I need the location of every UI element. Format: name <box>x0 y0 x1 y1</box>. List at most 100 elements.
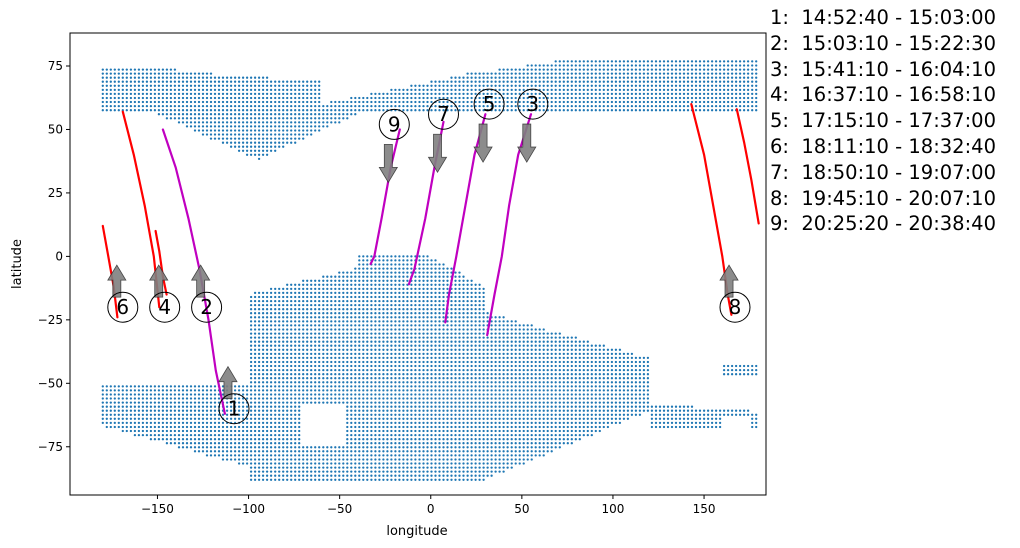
coverage-dot <box>490 401 493 404</box>
coverage-dot <box>177 413 181 416</box>
coverage-dot <box>314 303 317 307</box>
coverage-dot <box>249 84 253 87</box>
coverage-dot <box>221 84 225 87</box>
coverage-dot <box>257 308 261 311</box>
coverage-dot <box>422 328 425 331</box>
coverage-dot <box>253 153 257 156</box>
coverage-dot <box>145 80 149 83</box>
coverage-dot <box>290 393 293 396</box>
coverage-dot <box>249 385 253 388</box>
coverage-dot <box>506 425 509 429</box>
coverage-dot <box>109 72 112 75</box>
coverage-dot <box>189 72 193 75</box>
coverage-dot <box>438 401 441 404</box>
coverage-dot <box>386 100 389 104</box>
coverage-dot <box>346 332 349 335</box>
coverage-dot <box>330 454 333 457</box>
coverage-dot <box>165 413 169 416</box>
coverage-dot <box>253 332 257 335</box>
coverage-dot <box>378 255 381 258</box>
coverage-dot <box>318 454 321 457</box>
coverage-dot <box>362 364 365 368</box>
coverage-dot <box>494 458 497 461</box>
coverage-dot <box>306 92 309 96</box>
coverage-dot <box>422 263 425 266</box>
coverage-dot <box>334 287 337 291</box>
coverage-dot <box>326 478 329 481</box>
coverage-dot <box>430 356 433 360</box>
coverage-dot <box>257 149 261 152</box>
coverage-dot <box>506 442 509 445</box>
coverage-dot <box>286 344 289 347</box>
coverage-dot <box>458 409 461 412</box>
coverage-dot <box>181 96 185 100</box>
coverage-dot <box>362 478 365 481</box>
coverage-dot <box>113 68 116 71</box>
coverage-dot <box>294 303 297 307</box>
coverage-dot <box>141 413 145 416</box>
coverage-dot <box>438 295 441 299</box>
coverage-dot <box>153 72 157 75</box>
coverage-dot <box>334 470 337 473</box>
coverage-dot <box>370 454 373 457</box>
coverage-dot <box>310 125 313 128</box>
coverage-dot <box>141 389 145 392</box>
coverage-dot <box>225 458 229 461</box>
coverage-dot <box>338 109 341 112</box>
coverage-dot <box>378 283 381 286</box>
coverage-dot <box>117 76 120 79</box>
coverage-dot <box>382 389 385 392</box>
coverage-dot <box>410 352 413 356</box>
coverage-dot <box>318 100 321 104</box>
coverage-dot <box>241 450 245 453</box>
coverage-dot <box>338 377 341 380</box>
coverage-dot <box>466 291 469 295</box>
coverage-dot <box>378 360 381 364</box>
coverage-dot <box>402 109 405 112</box>
coverage-dot <box>193 389 197 392</box>
coverage-dot <box>370 352 373 356</box>
coverage-dot <box>298 84 301 87</box>
coverage-dot <box>478 364 481 368</box>
coverage-dot <box>137 72 141 75</box>
coverage-dot <box>458 417 461 420</box>
coverage-dot <box>322 458 325 461</box>
coverage-dot <box>454 462 457 465</box>
coverage-dot <box>466 340 469 343</box>
coverage-dot <box>478 348 481 351</box>
coverage-dot <box>414 308 417 311</box>
coverage-dot <box>249 352 253 356</box>
coverage-dot <box>394 348 397 351</box>
coverage-dot <box>137 96 141 100</box>
coverage-dot <box>410 470 413 473</box>
coverage-dot <box>390 413 393 416</box>
coverage-dot <box>165 409 169 412</box>
coverage-dot <box>286 316 289 319</box>
coverage-dot <box>398 100 401 104</box>
coverage-dot <box>326 474 329 477</box>
coverage-dot <box>269 295 273 299</box>
coverage-dot <box>221 137 225 140</box>
coverage-dot <box>466 381 469 384</box>
coverage-dot <box>225 141 229 144</box>
coverage-dot <box>434 259 437 262</box>
coverage-dot <box>426 389 429 392</box>
coverage-dot <box>350 470 353 473</box>
coverage-dot <box>278 397 281 400</box>
coverage-dot <box>358 96 361 100</box>
coverage-dot <box>410 303 413 307</box>
coverage-dot <box>370 462 373 465</box>
coverage-dot <box>350 295 353 299</box>
coverage-dot <box>338 450 341 453</box>
coverage-dot <box>506 84 509 87</box>
coverage-dot <box>390 470 393 473</box>
coverage-dot <box>153 425 157 429</box>
coverage-dot <box>442 393 445 396</box>
coverage-dot <box>510 442 513 445</box>
coverage-dot <box>229 429 233 433</box>
coverage-dot <box>398 88 401 92</box>
coverage-dot <box>362 275 365 278</box>
coverage-dot <box>362 397 365 400</box>
coverage-dot <box>294 133 297 136</box>
coverage-dot <box>494 393 497 396</box>
